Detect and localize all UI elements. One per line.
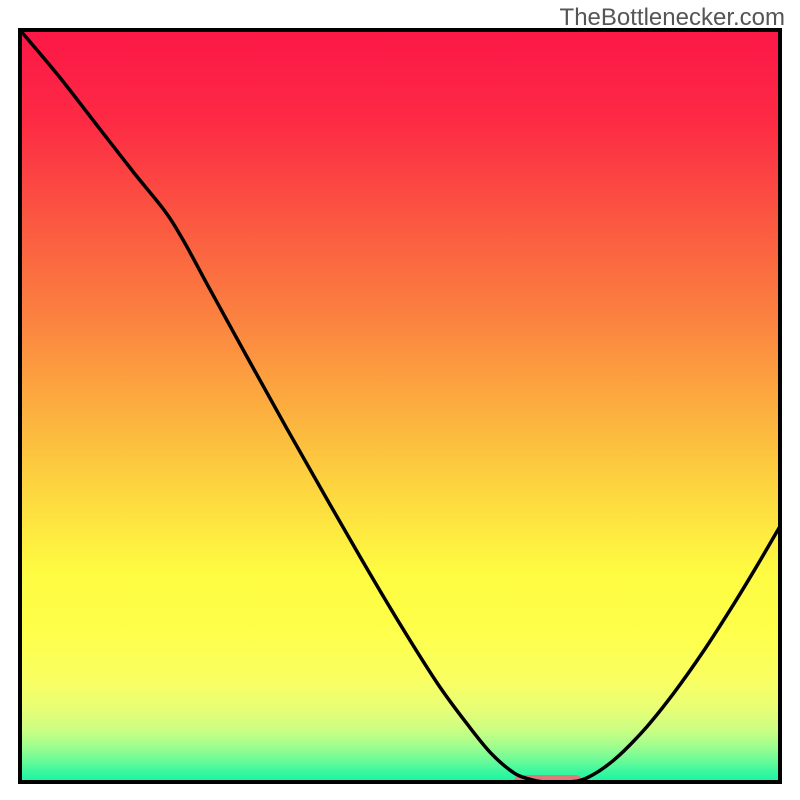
bottleneck-chart	[0, 0, 800, 800]
watermark-text: TheBottlenecker.com	[560, 4, 785, 32]
gradient-background	[20, 30, 780, 782]
chart-container: TheBottlenecker.com	[0, 0, 800, 800]
